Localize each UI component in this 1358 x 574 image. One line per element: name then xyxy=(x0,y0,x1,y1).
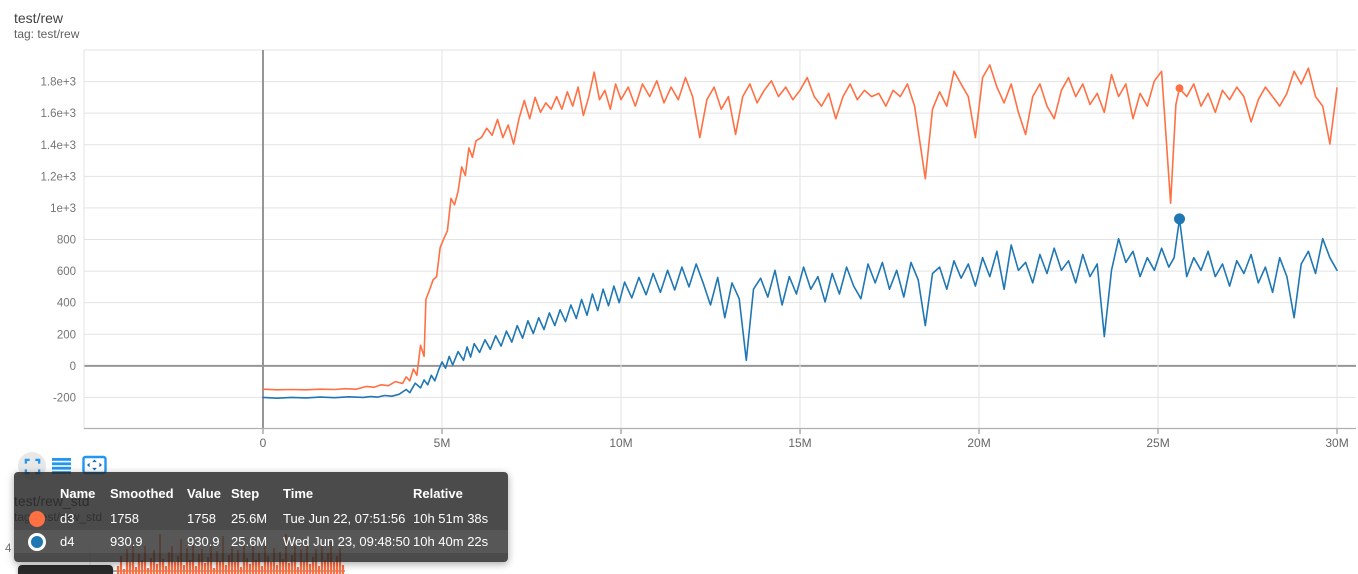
hover-point-d3 xyxy=(1175,84,1184,93)
y-tick-label: 1.4e+3 xyxy=(41,140,77,152)
std-y-tick-label: 4 xyxy=(5,543,12,555)
tooltip-header-name: Name xyxy=(60,486,96,501)
tooltip-header-time: Time xyxy=(283,486,314,501)
hover-tooltip: Name Smoothed Value Step Time Relative d… xyxy=(14,472,508,562)
chart-series xyxy=(262,64,1338,400)
tooltip-cell-relative-time: 10h 51m 38s xyxy=(413,511,489,526)
tooltip-cell-run-name: d3 xyxy=(60,511,75,526)
tooltip-cell-value: 1758 xyxy=(187,511,216,526)
y-tick-label: 200 xyxy=(57,329,76,341)
run-color-swatch xyxy=(14,532,60,551)
series-line-d4[interactable] xyxy=(262,218,1338,400)
y-tick-label: 1.8e+3 xyxy=(41,77,77,89)
y-tick-label: -200 xyxy=(53,392,76,404)
main-card-header: test/rew tag: test/rew xyxy=(14,10,79,42)
x-tick-label: 10M xyxy=(609,436,632,450)
tooltip-cell-step: 25.6M xyxy=(231,534,268,549)
y-tick-label: 600 xyxy=(57,266,76,278)
x-tick-label: 0 xyxy=(260,436,267,450)
y-tick-label: 0 xyxy=(70,361,76,373)
tooltip-cell-smoothed-value: 1758 xyxy=(110,511,139,526)
y-tick-label: 400 xyxy=(57,298,76,310)
tooltip-header-smoothed: Smoothed xyxy=(110,486,174,501)
tooltip-cell-relative-time: 10h 40m 22s xyxy=(413,534,489,549)
main-chart-title: test/rew xyxy=(14,10,64,26)
tooltip-row-d4: d4 930.9 930.9 25.6M Wed Jun 23, 09:48:50 10h… xyxy=(14,530,508,553)
x-tick-label: 5M xyxy=(434,436,451,450)
tooltip-row-d3: d3 1758 1758 25.6M Tue Jun 22, 07:51:56 10h 5… xyxy=(14,507,508,530)
tooltip-cell-value: 930.9 xyxy=(187,534,220,549)
y-tick-label: 1.2e+3 xyxy=(41,171,77,183)
x-tick-label: 15M xyxy=(788,436,811,450)
hover-point-d4 xyxy=(1174,213,1186,225)
tooltip-cell-run-name: d4 xyxy=(60,534,75,549)
run-dot-d3 xyxy=(29,510,45,527)
y-tick-label: 1e+3 xyxy=(50,203,76,215)
tooltip-cell-time: Wed Jun 23, 09:48:50 xyxy=(283,534,410,549)
main-chart-tag: tag: test/rew xyxy=(14,27,80,41)
run-dot-d4 xyxy=(28,532,46,551)
tooltip-cell-time: Tue Jun 22, 07:51:56 xyxy=(283,511,406,526)
chart-gridlines xyxy=(83,49,1356,434)
tooltip-header-step: Step xyxy=(231,486,260,501)
tooltip-cell-step: 25.6M xyxy=(231,511,268,526)
mini-tooltip xyxy=(18,565,113,574)
x-tick-label: 20M xyxy=(967,436,990,450)
tooltip-header-row: Name Smoothed Value Step Time Relative xyxy=(14,480,508,507)
run-color-swatch xyxy=(14,510,60,527)
x-tick-label: 25M xyxy=(1146,436,1169,450)
y-tick-label: 800 xyxy=(57,235,76,247)
series-line-d3[interactable] xyxy=(262,64,1338,391)
tooltip-cell-smoothed-value: 930.9 xyxy=(110,534,143,549)
expand-icon xyxy=(24,458,40,474)
chart-axis-labels: -200 0 200 400 600 800 1e+3 1.2e+3 1.4e+3 1.6e+3 1… xyxy=(41,77,1349,450)
tooltip-header-relative: Relative xyxy=(413,486,463,501)
tooltip-header-value: Value xyxy=(187,486,221,501)
y-tick-label: 1.6e+3 xyxy=(41,108,77,120)
x-tick-label: 30M xyxy=(1325,436,1348,450)
